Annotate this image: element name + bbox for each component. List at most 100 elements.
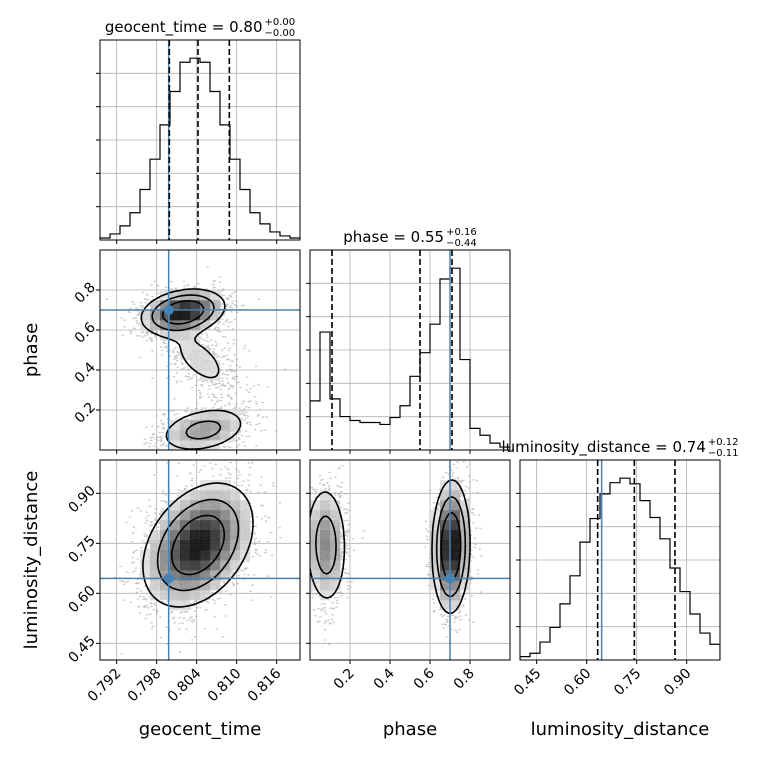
density-cell (450, 500, 461, 511)
tick-label-x-luminosity_distance: 0.75 (611, 666, 644, 699)
density-cell (180, 510, 191, 521)
axis-label-x-geocent_time: geocent_time (139, 719, 262, 740)
panel-clip (100, 460, 300, 660)
axis-label-x-luminosity_distance: luminosity_distance (531, 719, 710, 740)
density-cell (320, 500, 331, 511)
axis-label-y-phase: phase (21, 323, 42, 377)
tick-label-x-phase: 0.4 (371, 665, 398, 692)
density-cell (220, 510, 231, 521)
density-cell (150, 320, 161, 331)
density-cell (460, 560, 471, 571)
density-cell (200, 530, 211, 541)
contour-line (142, 482, 254, 608)
density-cell (150, 580, 161, 591)
title-minus: −0.00 (265, 28, 296, 39)
density-cell (200, 370, 211, 381)
density-cell (220, 520, 231, 531)
density-cell (200, 520, 211, 531)
density-cell (460, 510, 471, 521)
density-cell (180, 500, 191, 511)
density-cell (210, 290, 221, 301)
density-cell (220, 550, 231, 561)
density-cell (200, 540, 211, 551)
panel-clip (100, 250, 300, 450)
density-cell (310, 530, 321, 541)
density-cell (210, 500, 221, 511)
truth-marker (163, 573, 174, 584)
tick-label-y-phase: 0.8 (72, 280, 99, 307)
tick-label-x-phase: 0.8 (451, 666, 478, 693)
density-cell (190, 340, 201, 351)
title-minus: −0.44 (446, 238, 477, 249)
density-cell (160, 330, 171, 341)
tick-label-x-phase: 0.2 (331, 666, 358, 693)
density-cell (170, 330, 181, 341)
density-cell (170, 550, 181, 561)
contour-line (151, 294, 222, 440)
title-plus: +0.00 (265, 17, 296, 28)
density-cell (210, 580, 221, 591)
density-cell (240, 540, 251, 551)
density-cell (180, 320, 191, 331)
scatter-panel-phase-vs-luminosity_distance (306, 459, 511, 664)
density-cell (440, 520, 451, 531)
density-cell (460, 500, 471, 511)
density-cell (150, 540, 161, 551)
density-cell (180, 430, 191, 441)
density-cell (210, 530, 221, 541)
density-cell (200, 580, 211, 591)
density-cell (220, 420, 231, 431)
density-cell (240, 520, 251, 531)
density-cell (190, 430, 201, 441)
density-cell (140, 570, 151, 581)
title-text: luminosity_distance = 0.74 (501, 438, 705, 457)
density-cell (180, 560, 191, 571)
density-cell (190, 300, 201, 311)
density-cell (170, 420, 181, 431)
density-cell (190, 520, 201, 531)
density-cell (170, 310, 181, 321)
density-cell (190, 560, 201, 571)
density-cell (430, 540, 441, 551)
panel-clip (310, 460, 510, 660)
density-cell (220, 530, 231, 541)
density-cell (440, 560, 451, 571)
marginal-panel-geocent_time (96, 39, 301, 244)
density-cell (210, 520, 221, 531)
density-cell (140, 550, 151, 561)
density-cell (310, 550, 321, 561)
density-cell (190, 420, 201, 431)
title-text: geocent_time = 0.80 (105, 18, 263, 37)
density-cell (210, 370, 221, 381)
density-cell (210, 360, 221, 371)
density-cell (200, 320, 211, 331)
tick-label-x-phase: 0.6 (411, 665, 438, 692)
density-cell (170, 540, 181, 551)
density-cell (150, 550, 161, 561)
density-cell (230, 520, 241, 531)
density-cell (460, 520, 471, 531)
density-cell (150, 310, 161, 321)
density-cell (180, 570, 191, 581)
density-cell (160, 550, 171, 561)
density-cell (170, 290, 181, 301)
density-cell (160, 530, 171, 541)
marginal-panel-phase (306, 249, 511, 454)
histogram-luminosity_distance (520, 477, 720, 660)
density-cell (140, 320, 151, 331)
density-cell (230, 530, 241, 541)
tick-label-x-luminosity_distance: 0.90 (661, 666, 694, 699)
density-cell (190, 410, 201, 421)
density-cell (170, 430, 181, 441)
density-cell (440, 580, 451, 591)
histogram-phase (310, 267, 510, 450)
density-cell (140, 310, 151, 321)
density-cell (190, 550, 201, 561)
density-cell (210, 560, 221, 571)
panel-title-phase: phase = 0.55 +0.16−0.44 (343, 227, 476, 249)
density-cell (180, 590, 191, 601)
density-cell (160, 300, 171, 311)
density-cell (430, 570, 441, 581)
density-cell (200, 410, 211, 421)
